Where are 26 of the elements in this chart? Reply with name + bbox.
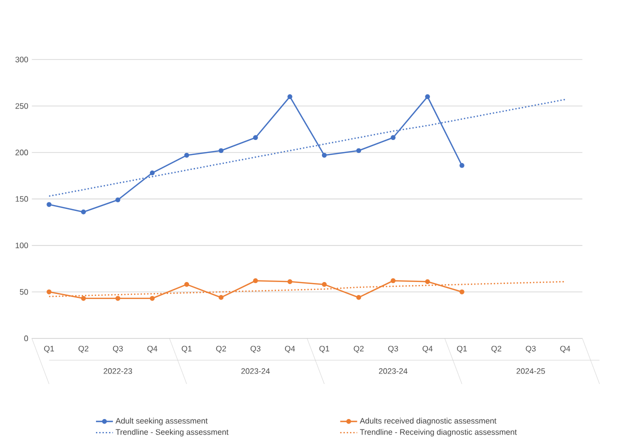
point [356,148,362,153]
point [390,278,396,284]
point [287,279,292,284]
point [46,289,52,294]
point [46,202,52,207]
point [218,294,224,300]
point [460,162,464,168]
point [253,278,258,284]
point [356,294,362,300]
point [287,94,292,100]
point [460,289,464,294]
point [322,282,327,287]
point [115,296,120,301]
point [81,296,86,301]
point [184,282,190,287]
point [425,94,430,100]
point [184,152,190,158]
point [150,170,155,176]
point [81,209,86,214]
point [115,197,120,202]
point [150,296,155,301]
point [390,135,396,140]
point [425,279,430,284]
point [218,148,224,153]
point [322,152,327,158]
point [253,135,258,140]
